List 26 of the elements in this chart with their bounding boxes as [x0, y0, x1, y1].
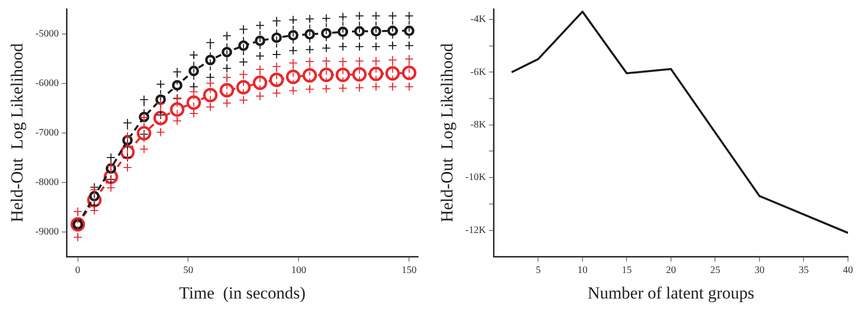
x-axis-title: Time (in seconds) [179, 283, 306, 302]
y-tick-label: -7000 [35, 127, 59, 138]
x-tick-label: 25 [710, 265, 720, 276]
x-tick-label: 20 [666, 265, 676, 276]
x-tick-label: 50 [183, 265, 194, 276]
y-tick-label: -8000 [35, 176, 59, 188]
x-tick-label: 30 [754, 265, 764, 276]
y-tick-label: -5000 [35, 28, 59, 40]
x-tick-label: 35 [798, 265, 809, 276]
y-tick-label: -10K [465, 172, 487, 184]
y-tick-label: -6K [470, 66, 487, 78]
x-tick-label: 100 [291, 265, 306, 276]
y-tick-label: -12K [465, 224, 487, 236]
y-tick-label: -6000 [35, 78, 59, 89]
x-tick-label: 0 [75, 265, 80, 276]
x-tick-label: 10 [577, 265, 588, 276]
x-tick-label: 15 [622, 265, 632, 276]
y-tick-label: -4K [470, 14, 487, 26]
y-tick-label: -9000 [35, 226, 59, 238]
y-tick-label: -8K [470, 120, 487, 131]
x-axis-title: Number of latent groups [588, 283, 754, 302]
x-tick-label: 150 [402, 265, 417, 276]
y-axis-title: Held-Out Log Likelihood [438, 42, 457, 222]
x-tick-label: 5 [536, 265, 541, 276]
x-tick-label: 40 [843, 265, 853, 276]
y-axis-title: Held-Out Log Likelihood [8, 42, 27, 222]
